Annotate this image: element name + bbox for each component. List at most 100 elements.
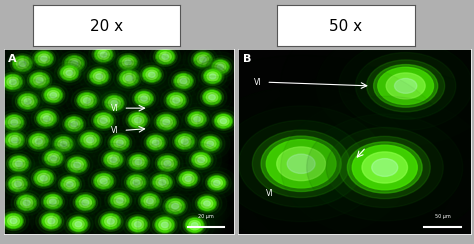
- Ellipse shape: [206, 55, 235, 78]
- Ellipse shape: [191, 128, 230, 160]
- Ellipse shape: [94, 87, 135, 120]
- Ellipse shape: [209, 95, 215, 100]
- Ellipse shape: [8, 176, 27, 192]
- Ellipse shape: [192, 81, 232, 113]
- Ellipse shape: [157, 155, 177, 172]
- Ellipse shape: [0, 141, 47, 186]
- Ellipse shape: [111, 136, 128, 150]
- Ellipse shape: [104, 152, 123, 168]
- Ellipse shape: [117, 140, 123, 145]
- Ellipse shape: [57, 180, 113, 225]
- Ellipse shape: [64, 68, 75, 78]
- Ellipse shape: [147, 184, 203, 229]
- Ellipse shape: [54, 136, 73, 152]
- Ellipse shape: [170, 95, 182, 105]
- Ellipse shape: [200, 57, 206, 62]
- Ellipse shape: [209, 110, 238, 133]
- Ellipse shape: [47, 103, 100, 145]
- Ellipse shape: [0, 60, 40, 104]
- Ellipse shape: [27, 180, 79, 223]
- Ellipse shape: [118, 208, 158, 241]
- Ellipse shape: [166, 199, 184, 213]
- Ellipse shape: [69, 216, 88, 232]
- Ellipse shape: [29, 72, 50, 88]
- Ellipse shape: [98, 116, 110, 125]
- Ellipse shape: [48, 218, 55, 224]
- Ellipse shape: [372, 159, 398, 176]
- Ellipse shape: [83, 98, 91, 103]
- Ellipse shape: [0, 65, 33, 98]
- Ellipse shape: [0, 124, 35, 157]
- Ellipse shape: [135, 189, 165, 213]
- Ellipse shape: [129, 217, 146, 231]
- Ellipse shape: [105, 153, 122, 167]
- Ellipse shape: [49, 132, 79, 156]
- Ellipse shape: [44, 88, 63, 103]
- Ellipse shape: [73, 193, 98, 213]
- Ellipse shape: [60, 141, 67, 147]
- Ellipse shape: [122, 212, 153, 237]
- Ellipse shape: [95, 48, 112, 61]
- Ellipse shape: [154, 189, 196, 223]
- Ellipse shape: [26, 102, 68, 135]
- Ellipse shape: [75, 222, 82, 227]
- Ellipse shape: [185, 110, 209, 129]
- Ellipse shape: [215, 115, 231, 128]
- Ellipse shape: [11, 138, 18, 143]
- Ellipse shape: [93, 143, 134, 176]
- Ellipse shape: [146, 105, 187, 139]
- Ellipse shape: [148, 72, 155, 77]
- Ellipse shape: [195, 194, 219, 213]
- Ellipse shape: [150, 138, 162, 147]
- Ellipse shape: [9, 118, 20, 127]
- Ellipse shape: [140, 65, 164, 84]
- Ellipse shape: [187, 187, 227, 220]
- Ellipse shape: [18, 37, 71, 80]
- Ellipse shape: [30, 134, 47, 148]
- Ellipse shape: [78, 93, 96, 108]
- Ellipse shape: [118, 77, 171, 120]
- Ellipse shape: [93, 72, 105, 81]
- Ellipse shape: [347, 142, 422, 193]
- Ellipse shape: [120, 56, 136, 69]
- Ellipse shape: [185, 218, 204, 233]
- Ellipse shape: [87, 67, 111, 86]
- Ellipse shape: [204, 201, 210, 206]
- Ellipse shape: [16, 59, 28, 69]
- Ellipse shape: [35, 109, 59, 129]
- Ellipse shape: [135, 118, 141, 123]
- Ellipse shape: [210, 58, 231, 76]
- Ellipse shape: [197, 55, 209, 64]
- Ellipse shape: [50, 92, 56, 98]
- Ellipse shape: [45, 216, 57, 226]
- Ellipse shape: [138, 192, 162, 210]
- Text: 20 x: 20 x: [90, 19, 123, 34]
- Ellipse shape: [14, 193, 39, 213]
- Text: B: B: [243, 54, 251, 64]
- Ellipse shape: [209, 176, 225, 189]
- Ellipse shape: [39, 146, 68, 170]
- Ellipse shape: [91, 171, 116, 191]
- Ellipse shape: [199, 197, 215, 210]
- Ellipse shape: [12, 56, 33, 72]
- Ellipse shape: [55, 172, 85, 196]
- Ellipse shape: [93, 179, 147, 223]
- Ellipse shape: [90, 204, 132, 238]
- Ellipse shape: [129, 121, 182, 164]
- Ellipse shape: [141, 131, 171, 154]
- Ellipse shape: [111, 194, 128, 207]
- Ellipse shape: [58, 139, 69, 149]
- Ellipse shape: [173, 98, 180, 103]
- Ellipse shape: [220, 119, 227, 124]
- Ellipse shape: [177, 170, 200, 188]
- Ellipse shape: [214, 180, 220, 185]
- Ellipse shape: [41, 56, 47, 61]
- Ellipse shape: [71, 88, 103, 113]
- Ellipse shape: [130, 155, 146, 169]
- Ellipse shape: [105, 216, 117, 226]
- Ellipse shape: [0, 180, 55, 225]
- Ellipse shape: [9, 135, 21, 145]
- Ellipse shape: [101, 150, 125, 169]
- Ellipse shape: [193, 52, 212, 67]
- Ellipse shape: [40, 175, 47, 181]
